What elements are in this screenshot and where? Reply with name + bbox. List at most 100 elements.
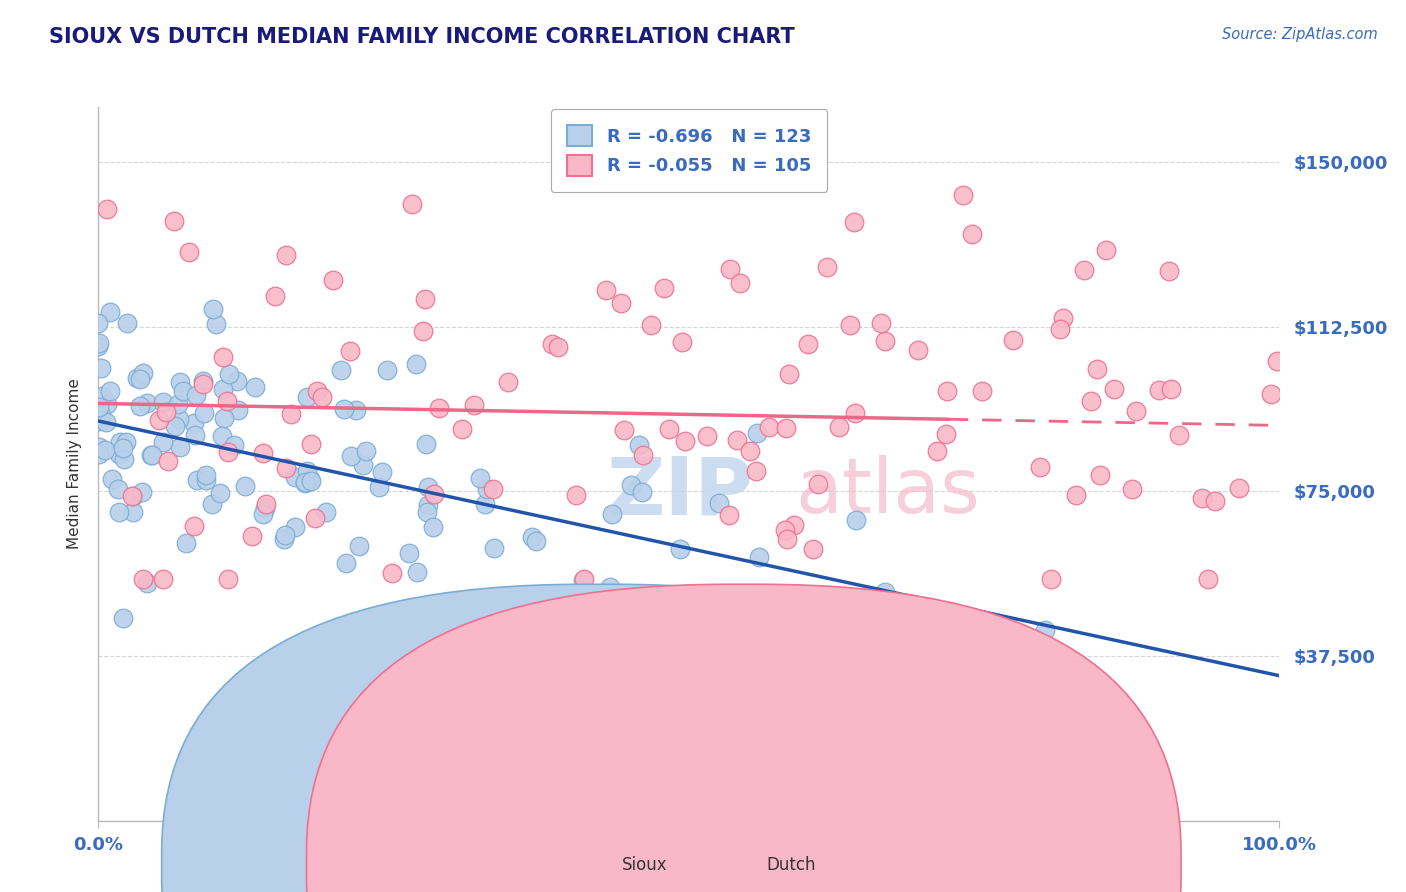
Point bbox=[748, 549, 770, 564]
Point bbox=[474, 497, 496, 511]
Point bbox=[745, 425, 768, 440]
Point bbox=[135, 396, 157, 410]
Point bbox=[415, 292, 437, 306]
Point bbox=[970, 384, 993, 398]
Point bbox=[1260, 387, 1282, 401]
Point bbox=[631, 485, 654, 500]
Point bbox=[481, 482, 503, 496]
FancyBboxPatch shape bbox=[162, 584, 1036, 892]
FancyBboxPatch shape bbox=[307, 584, 1181, 892]
Point bbox=[718, 261, 741, 276]
Point bbox=[344, 403, 367, 417]
Point bbox=[299, 472, 322, 486]
Point bbox=[183, 427, 205, 442]
Point bbox=[609, 296, 631, 310]
Point bbox=[172, 384, 194, 398]
Point bbox=[398, 546, 420, 560]
Point bbox=[828, 420, 851, 434]
Point bbox=[451, 422, 474, 436]
Point bbox=[121, 505, 143, 519]
Point bbox=[87, 336, 110, 351]
Point bbox=[405, 565, 427, 579]
Point bbox=[1080, 394, 1102, 409]
Point bbox=[152, 435, 174, 450]
Point bbox=[572, 573, 595, 587]
Point bbox=[730, 276, 752, 290]
Point bbox=[907, 343, 929, 357]
Point bbox=[156, 454, 179, 468]
Point bbox=[1085, 362, 1108, 376]
Point bbox=[315, 505, 337, 519]
Y-axis label: Median Family Income: Median Family Income bbox=[67, 378, 83, 549]
Point bbox=[163, 418, 186, 433]
Point bbox=[335, 556, 357, 570]
Point bbox=[101, 472, 124, 486]
Point bbox=[758, 419, 780, 434]
Point bbox=[1066, 488, 1088, 502]
Point bbox=[122, 489, 145, 503]
Point bbox=[658, 422, 681, 436]
Point bbox=[294, 475, 316, 490]
Point bbox=[243, 379, 266, 393]
Point bbox=[725, 433, 748, 447]
Point bbox=[87, 316, 110, 330]
Point bbox=[226, 374, 249, 388]
Point bbox=[330, 362, 353, 376]
Point bbox=[155, 405, 177, 419]
Point bbox=[1160, 382, 1182, 396]
Point bbox=[205, 317, 228, 331]
Point bbox=[468, 470, 491, 484]
Point bbox=[110, 434, 132, 449]
Point bbox=[352, 458, 374, 473]
Point bbox=[193, 406, 215, 420]
Point bbox=[574, 572, 596, 586]
Point bbox=[870, 316, 893, 330]
Point bbox=[709, 496, 731, 510]
Point bbox=[935, 426, 957, 441]
Point bbox=[90, 360, 112, 375]
Point bbox=[98, 384, 121, 398]
Point bbox=[167, 397, 190, 411]
Point bbox=[1033, 623, 1056, 637]
Point bbox=[112, 610, 135, 624]
Point bbox=[1088, 467, 1111, 482]
Point bbox=[121, 489, 143, 503]
Point bbox=[129, 399, 152, 413]
Point bbox=[240, 529, 263, 543]
Point bbox=[252, 507, 274, 521]
Point bbox=[96, 397, 118, 411]
Point bbox=[87, 414, 110, 428]
Point bbox=[354, 443, 377, 458]
Point bbox=[186, 473, 208, 487]
Point bbox=[274, 528, 297, 542]
Point bbox=[87, 447, 110, 461]
Point bbox=[1049, 322, 1071, 336]
Point bbox=[797, 337, 820, 351]
Text: Source: ZipAtlas.com: Source: ZipAtlas.com bbox=[1222, 27, 1378, 42]
Point bbox=[214, 411, 236, 425]
Point bbox=[148, 412, 170, 426]
Point bbox=[90, 408, 112, 422]
Point bbox=[405, 357, 427, 371]
Point bbox=[108, 447, 131, 461]
Point bbox=[416, 498, 439, 512]
Point bbox=[274, 460, 297, 475]
Point bbox=[738, 443, 761, 458]
Point bbox=[273, 532, 295, 546]
Point bbox=[107, 482, 129, 496]
Point bbox=[1073, 263, 1095, 277]
Point bbox=[191, 375, 214, 389]
Point bbox=[935, 384, 957, 398]
Point bbox=[87, 339, 110, 353]
Point bbox=[139, 448, 162, 462]
Point bbox=[842, 215, 865, 229]
Point bbox=[115, 317, 138, 331]
Point bbox=[1052, 310, 1074, 325]
Point bbox=[211, 351, 233, 365]
Point bbox=[807, 476, 830, 491]
Point bbox=[652, 281, 675, 295]
Text: SIOUX VS DUTCH MEDIAN FAMILY INCOME CORRELATION CHART: SIOUX VS DUTCH MEDIAN FAMILY INCOME CORR… bbox=[49, 27, 794, 46]
Point bbox=[1125, 404, 1147, 418]
Point bbox=[280, 407, 302, 421]
Point bbox=[174, 536, 197, 550]
